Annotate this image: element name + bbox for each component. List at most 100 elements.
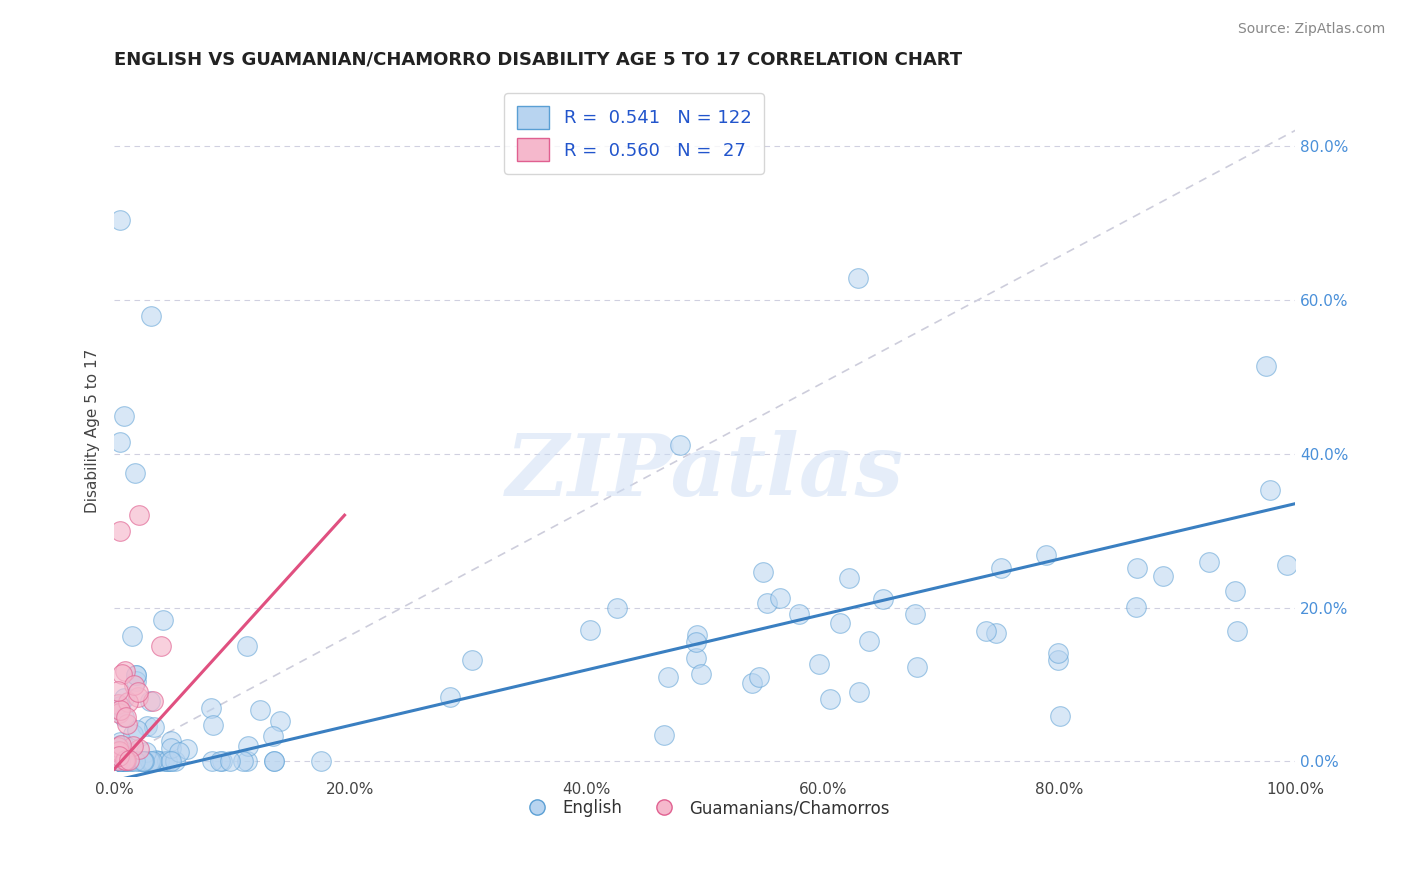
Point bbox=[606, 601, 628, 615]
Point bbox=[112, 739, 135, 753]
Point bbox=[269, 714, 291, 728]
Point bbox=[108, 754, 131, 768]
Point bbox=[263, 754, 285, 768]
Text: ENGLISH VS GUAMANIAN/CHAMORRO DISABILITY AGE 5 TO 17 CORRELATION CHART: ENGLISH VS GUAMANIAN/CHAMORRO DISABILITY… bbox=[114, 51, 962, 69]
Point bbox=[1198, 555, 1220, 569]
Point bbox=[124, 466, 146, 480]
Point bbox=[1260, 483, 1282, 497]
Point bbox=[858, 634, 880, 648]
Point bbox=[1226, 624, 1249, 639]
Point bbox=[122, 727, 145, 741]
Point bbox=[176, 742, 198, 756]
Point bbox=[160, 754, 183, 768]
Point bbox=[905, 659, 928, 673]
Point bbox=[657, 670, 679, 684]
Point bbox=[755, 596, 778, 610]
Point bbox=[108, 754, 131, 768]
Point bbox=[120, 754, 142, 768]
Point bbox=[152, 614, 174, 628]
Point bbox=[127, 690, 149, 705]
Point bbox=[1125, 599, 1147, 614]
Point bbox=[167, 745, 190, 759]
Point bbox=[108, 706, 131, 720]
Point bbox=[685, 634, 707, 648]
Point bbox=[872, 591, 894, 606]
Point bbox=[1225, 583, 1247, 598]
Point bbox=[135, 745, 157, 759]
Point bbox=[107, 744, 129, 758]
Point bbox=[107, 698, 129, 712]
Point bbox=[108, 754, 131, 768]
Point bbox=[141, 309, 163, 323]
Point bbox=[818, 691, 841, 706]
Point bbox=[107, 684, 129, 698]
Point bbox=[111, 754, 134, 768]
Point bbox=[114, 710, 136, 724]
Point bbox=[769, 591, 792, 605]
Point bbox=[139, 694, 162, 708]
Point bbox=[135, 754, 157, 768]
Point bbox=[1152, 569, 1174, 583]
Point bbox=[232, 754, 254, 768]
Point bbox=[128, 742, 150, 756]
Point bbox=[121, 629, 143, 643]
Point bbox=[107, 745, 129, 759]
Point bbox=[108, 739, 131, 753]
Point bbox=[115, 717, 138, 731]
Point bbox=[1035, 548, 1057, 562]
Point bbox=[111, 667, 134, 681]
Point bbox=[1049, 709, 1071, 723]
Point bbox=[108, 754, 131, 768]
Point bbox=[145, 753, 167, 767]
Point bbox=[686, 628, 709, 642]
Point bbox=[108, 212, 131, 227]
Point bbox=[114, 664, 136, 678]
Point bbox=[112, 690, 135, 705]
Point bbox=[163, 754, 186, 768]
Point bbox=[111, 747, 134, 762]
Point bbox=[118, 753, 141, 767]
Point bbox=[201, 754, 224, 768]
Text: Source: ZipAtlas.com: Source: ZipAtlas.com bbox=[1237, 22, 1385, 37]
Point bbox=[108, 739, 131, 753]
Point bbox=[128, 508, 150, 523]
Point bbox=[114, 754, 136, 768]
Point bbox=[752, 565, 775, 579]
Point bbox=[127, 685, 149, 699]
Point bbox=[114, 710, 136, 724]
Point bbox=[150, 639, 173, 653]
Point bbox=[1125, 560, 1147, 574]
Point bbox=[139, 754, 162, 768]
Point bbox=[311, 754, 333, 768]
Point bbox=[990, 561, 1012, 575]
Point bbox=[108, 754, 131, 768]
Point bbox=[218, 754, 240, 768]
Point bbox=[439, 690, 461, 704]
Point bbox=[579, 623, 602, 637]
Point bbox=[748, 670, 770, 684]
Point bbox=[808, 657, 831, 671]
Point bbox=[984, 626, 1007, 640]
Point bbox=[156, 754, 179, 768]
Point bbox=[159, 733, 181, 747]
Point bbox=[262, 729, 284, 743]
Point bbox=[830, 615, 852, 630]
Point bbox=[128, 754, 150, 768]
Point bbox=[200, 701, 222, 715]
Point bbox=[107, 753, 129, 767]
Point bbox=[108, 735, 131, 749]
Point bbox=[153, 754, 176, 768]
Legend: English, Guamanians/Chamorros: English, Guamanians/Chamorros bbox=[513, 793, 896, 824]
Point bbox=[669, 438, 692, 452]
Point bbox=[238, 739, 260, 754]
Point bbox=[112, 754, 135, 768]
Point bbox=[121, 739, 143, 753]
Point bbox=[125, 668, 148, 682]
Point bbox=[848, 685, 870, 699]
Point bbox=[136, 719, 159, 733]
Point bbox=[108, 754, 131, 768]
Point bbox=[132, 754, 155, 768]
Point bbox=[685, 651, 707, 665]
Point bbox=[148, 754, 170, 768]
Point bbox=[461, 653, 484, 667]
